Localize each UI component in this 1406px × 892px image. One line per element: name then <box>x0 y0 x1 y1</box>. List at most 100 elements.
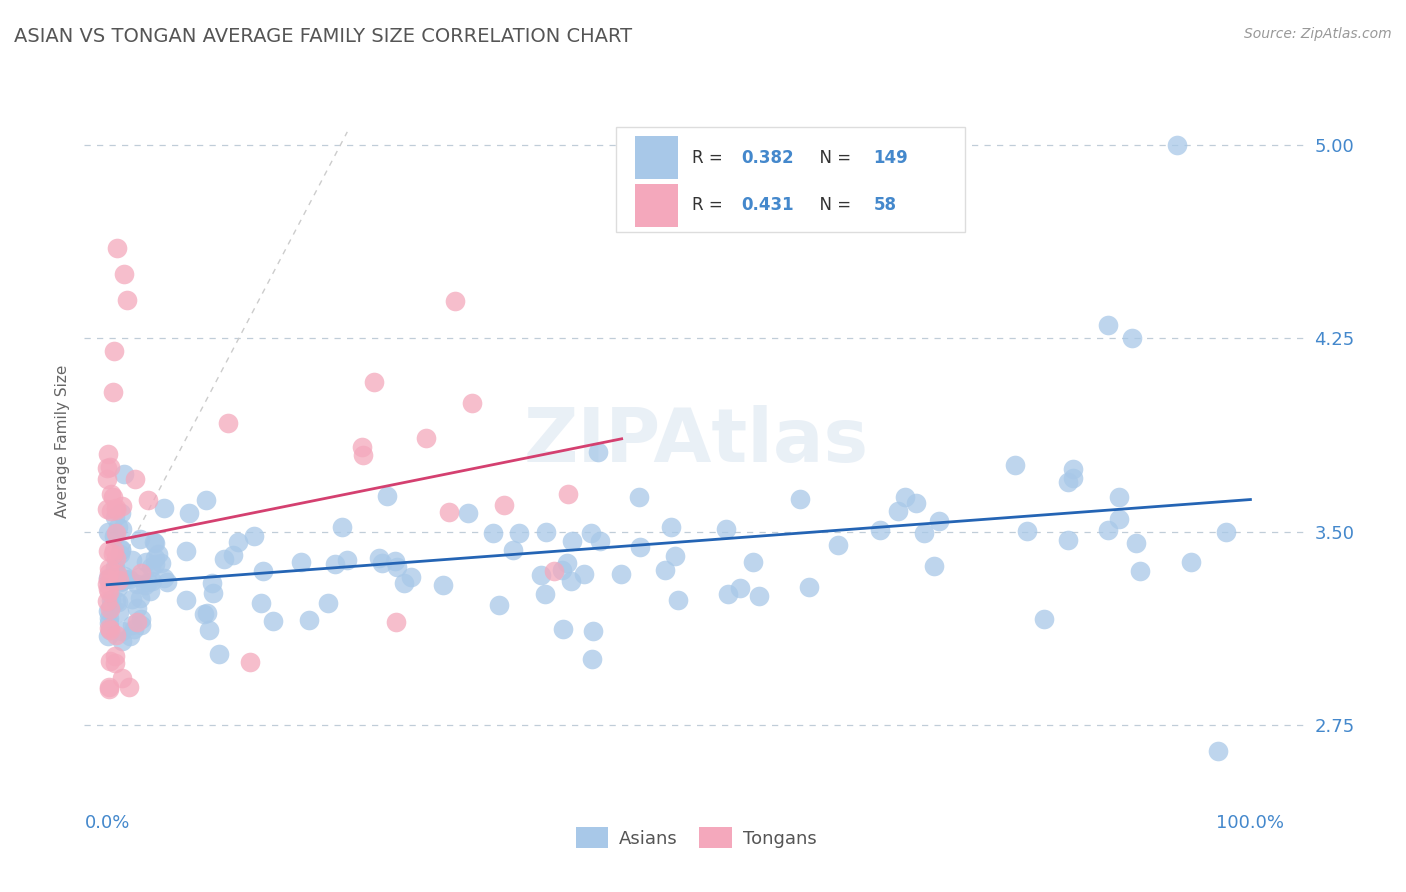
Point <box>557 556 579 570</box>
Point <box>104 559 127 574</box>
Point <box>98 460 121 475</box>
Point <box>177 506 200 520</box>
Point <box>243 528 266 542</box>
Point <box>586 445 609 459</box>
Point <box>104 563 127 577</box>
Point <box>121 618 143 632</box>
Bar <box>636 184 678 227</box>
Point <box>97 621 120 635</box>
Point <box>748 589 770 603</box>
Point <box>336 553 359 567</box>
Point <box>252 565 274 579</box>
Point <box>124 622 146 636</box>
Point <box>97 616 120 631</box>
Legend: Asians, Tongans: Asians, Tongans <box>568 820 824 855</box>
Point <box>581 652 603 666</box>
Text: 0.431: 0.431 <box>741 196 794 214</box>
Point <box>141 574 163 588</box>
Point <box>239 655 262 669</box>
Point <box>894 490 917 504</box>
Point <box>97 681 120 696</box>
Text: ASIAN VS TONGAN AVERAGE FAMILY SIZE CORRELATION CHART: ASIAN VS TONGAN AVERAGE FAMILY SIZE CORR… <box>14 27 633 45</box>
Point <box>371 556 394 570</box>
Point <box>1129 564 1152 578</box>
Point <box>131 618 153 632</box>
Point <box>560 574 582 588</box>
Point <box>869 523 891 537</box>
Point <box>1097 318 1119 333</box>
Point <box>98 623 121 637</box>
Point <box>1062 471 1084 485</box>
Point <box>392 575 415 590</box>
Point <box>488 598 510 612</box>
Point <box>143 558 166 572</box>
Point <box>827 538 849 552</box>
Point <box>152 571 174 585</box>
Point <box>198 623 221 637</box>
Point <box>118 629 141 643</box>
Point <box>1215 524 1237 539</box>
Text: ZIPAtlas: ZIPAtlas <box>523 405 869 478</box>
Point <box>98 623 121 637</box>
Text: N =: N = <box>808 149 856 167</box>
Point <box>1121 331 1143 345</box>
Point <box>432 578 454 592</box>
Point <box>193 607 215 621</box>
Point <box>316 596 339 610</box>
Point <box>129 566 152 581</box>
Point <box>1166 137 1188 152</box>
Point <box>1125 536 1147 550</box>
FancyBboxPatch shape <box>616 128 965 232</box>
Point <box>217 416 239 430</box>
Point <box>156 574 179 589</box>
Bar <box>636 136 678 179</box>
Point <box>212 552 235 566</box>
Point <box>582 624 605 638</box>
Point <box>728 582 751 596</box>
Point <box>195 606 218 620</box>
Point <box>97 629 120 643</box>
Point <box>928 514 950 528</box>
Point <box>114 572 136 586</box>
Point <box>352 449 374 463</box>
Point <box>98 602 121 616</box>
Point <box>905 495 928 509</box>
Point <box>110 574 132 588</box>
Point <box>124 472 146 486</box>
Point <box>111 522 134 536</box>
Point <box>112 467 135 481</box>
Point <box>1057 475 1080 489</box>
Point <box>110 506 132 520</box>
Point <box>100 487 122 501</box>
Point <box>666 593 689 607</box>
Text: R =: R = <box>692 149 728 167</box>
Point <box>399 569 422 583</box>
Text: 58: 58 <box>873 196 897 214</box>
Point <box>201 575 224 590</box>
Point <box>543 564 565 578</box>
Point <box>1057 533 1080 547</box>
Point <box>118 680 141 694</box>
Point <box>502 543 524 558</box>
Point <box>368 551 391 566</box>
Point <box>1206 744 1229 758</box>
Point <box>129 612 152 626</box>
Point <box>797 580 820 594</box>
Point <box>572 566 595 581</box>
Point <box>332 520 354 534</box>
Point <box>551 563 574 577</box>
Point <box>201 586 224 600</box>
Point <box>1108 512 1130 526</box>
Point <box>534 586 557 600</box>
Point <box>97 447 120 461</box>
Point <box>534 524 557 539</box>
Point <box>152 501 174 516</box>
Point <box>103 528 125 542</box>
Point <box>1015 524 1038 538</box>
Point <box>508 525 530 540</box>
Point <box>98 680 121 694</box>
Point <box>127 615 149 630</box>
Point <box>195 493 218 508</box>
Point <box>105 241 128 255</box>
Y-axis label: Average Family Size: Average Family Size <box>55 365 70 518</box>
